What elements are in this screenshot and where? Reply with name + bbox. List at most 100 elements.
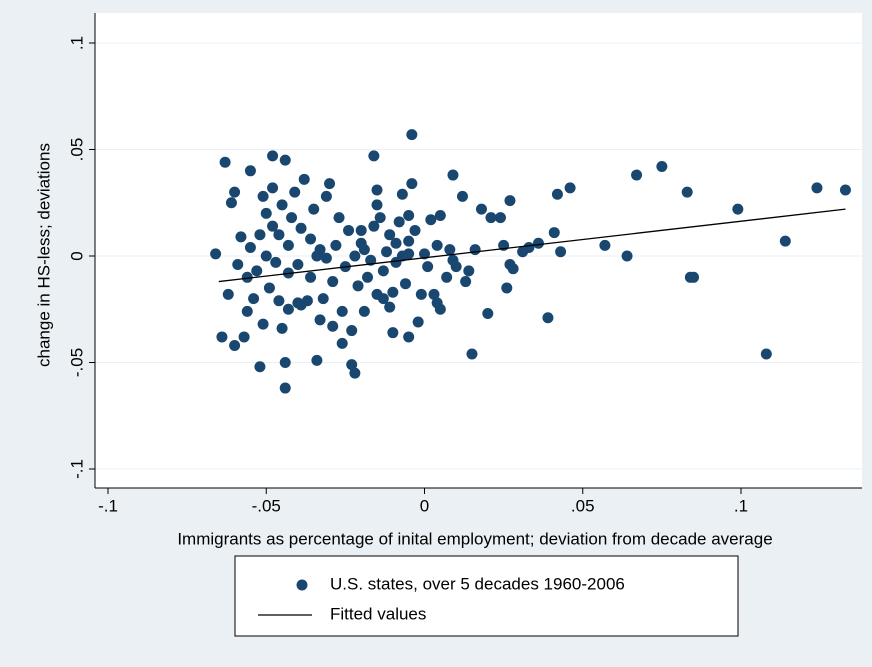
scatter-point [257, 318, 269, 330]
scatter-point [232, 259, 244, 271]
scatter-point [267, 220, 279, 232]
scatter-point [482, 308, 494, 320]
scatter-point [419, 248, 430, 260]
scatter-point [447, 254, 459, 266]
scatter-point [381, 246, 393, 258]
scatter-point [229, 339, 241, 351]
scatter-point [349, 367, 361, 379]
scatter-point [390, 237, 402, 249]
scatter-point [308, 203, 320, 215]
y-tick-label: -.1 [67, 459, 86, 479]
scatter-point [216, 331, 228, 343]
scatter-point [656, 161, 668, 173]
scatter-point [425, 214, 437, 226]
scatter-point [406, 129, 418, 141]
scatter-point [501, 282, 513, 294]
scatter-point [371, 184, 383, 196]
scatter-point [368, 220, 380, 232]
scatter-point [289, 186, 301, 198]
scatter-point [254, 361, 266, 373]
scatter-point [441, 271, 453, 283]
scatter-point [431, 239, 443, 251]
scatter-point [298, 173, 310, 185]
scatter-point [225, 197, 237, 209]
scatter-point [346, 325, 358, 337]
scatter-point [333, 212, 345, 224]
scatter-point [305, 233, 317, 245]
scatter-point [475, 203, 487, 215]
scatter-point [463, 265, 475, 277]
scatter-point [564, 182, 576, 194]
scatter-point [839, 184, 851, 196]
scatter-point [551, 188, 563, 200]
scatter-point [282, 239, 294, 251]
scatter-point [466, 348, 478, 360]
scatter-point [346, 359, 358, 371]
scatter-point [485, 212, 497, 224]
scatter-point [317, 293, 329, 305]
scatter-point [311, 250, 323, 262]
scatter-point [811, 182, 823, 194]
y-tick-label: -.05 [67, 348, 86, 377]
scatter-point [456, 190, 468, 202]
scatter-point [384, 229, 396, 241]
scatter-point [469, 244, 481, 256]
scatter-point [444, 244, 456, 256]
scatter-point [400, 278, 412, 290]
scatter-point [494, 212, 506, 224]
fitted-line [218, 208, 846, 283]
scatter-point [336, 305, 348, 317]
scatter-point [599, 239, 611, 251]
scatter-point [248, 293, 260, 305]
scatter-point [244, 165, 256, 177]
y-tick-label: 0 [67, 251, 86, 260]
scatter-point [355, 224, 367, 236]
scatter-point [396, 188, 408, 200]
scatter-point [222, 288, 234, 300]
scatter-point [409, 224, 421, 236]
scatter-point [621, 250, 633, 262]
scatter-point [362, 271, 374, 283]
scatter-point [282, 303, 294, 315]
scatter-point [460, 276, 472, 288]
scatter-point [371, 288, 383, 300]
scatter-point [447, 169, 459, 181]
scatter-point [311, 354, 323, 366]
scatter-point [235, 231, 247, 243]
scatter-point [428, 288, 440, 300]
scatter-point [343, 224, 355, 236]
y-axis-title: change in HS-less; deviations [34, 143, 53, 367]
legend-label: Fitted values [330, 604, 426, 623]
scatter-point [330, 239, 342, 251]
scatter-point [507, 263, 519, 275]
scatter-point [244, 241, 256, 253]
scatter-point [387, 327, 399, 339]
scatter-point [403, 235, 415, 247]
legend-box [234, 555, 739, 637]
scatter-point [320, 190, 332, 202]
scatter-point [377, 265, 389, 277]
scatter-point [260, 207, 272, 219]
scatter-point [434, 303, 446, 315]
scatter-point [374, 212, 386, 224]
scatter-point [327, 276, 339, 288]
scatter-point [415, 288, 427, 300]
scatter-point [276, 199, 288, 211]
scatter-point [517, 246, 529, 258]
scatter-point [260, 250, 272, 262]
scatter-point [286, 212, 298, 224]
scatter-point [254, 229, 266, 241]
scatter-point [267, 150, 279, 162]
scatter-point [384, 301, 396, 313]
scatter-point [406, 178, 418, 190]
legend-marker [296, 579, 308, 591]
scatter-point [270, 256, 282, 268]
scatter-point [412, 316, 424, 328]
scatter-point [279, 357, 291, 368]
scatter-point [324, 178, 336, 190]
x-tick-label: -.1 [98, 496, 118, 515]
scatter-point [548, 227, 560, 239]
scatter-point [263, 282, 275, 294]
